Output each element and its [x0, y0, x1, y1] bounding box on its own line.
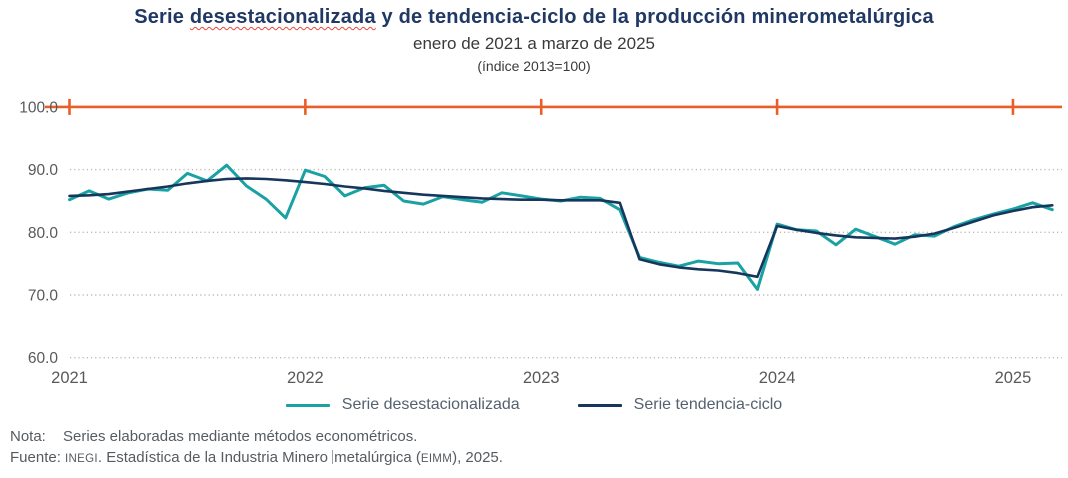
page-title: Serie desestacionalizada y de tendencia-… — [0, 6, 1068, 29]
nota-label: Nota: — [10, 428, 46, 445]
teal-line-swatch — [285, 403, 330, 407]
legend-label: Serie desestacionalizada — [341, 396, 520, 413]
x-axis-label-2021: 2021 — [51, 369, 88, 387]
y-axis-label-60: 60.0 — [28, 350, 59, 367]
nota-row: Nota: Series elaboradas mediante métodos … — [10, 426, 1010, 447]
fuente-text-3: ), 2025. — [452, 449, 503, 466]
chart-subtitle: enero de 2021 a marzo de 2025 — [413, 34, 655, 53]
legend-item-tendencia-ciclo: Serie tendencia-ciclo — [577, 396, 783, 414]
chart-area: 100.0 90.0 80.0 70.0 60.0 2021 2022 2023 2024 202… — [0, 92, 1068, 392]
fuente-text-1: . Estadística de la Industria Minero — [97, 449, 333, 466]
x-axis-label-2025: 2025 — [995, 369, 1032, 387]
series-line-serie-tendencia-ciclo — [68, 177, 1054, 279]
y-axis-label-70: 70.0 — [28, 288, 59, 305]
legend-item-desestacionalizada: Serie desestacionalizada — [285, 396, 520, 414]
line-chart: 100.0 90.0 80.0 70.0 60.0 2021 2022 2023 2024 202… — [19, 98, 1062, 387]
title-text-2: y de tendencia-ciclo de la producción mi… — [375, 6, 934, 28]
fuente-institution: INEGI — [65, 453, 98, 465]
fuente-row: Fuente: INEGI. Estadística de la Industr… — [10, 447, 1010, 470]
series-line-serie-desestacionalizada — [68, 163, 1054, 291]
fuente-label: Fuente: — [10, 449, 61, 466]
y-axis-label-100: 100.0 — [19, 99, 58, 116]
x-axis-label-2022: 2022 — [287, 369, 324, 387]
fuente-abbreviation: EIMM — [420, 453, 453, 465]
text-cursor — [332, 450, 334, 464]
nota-text: Series elaboradas mediante métodos econo… — [63, 428, 418, 445]
chart-legend: Serie desestacionalizada Serie tendencia… — [0, 396, 1068, 414]
fuente-text-2: metalúrgica ( — [334, 449, 421, 466]
y-axis-label-90: 90.0 — [28, 162, 59, 179]
legend-label: Serie tendencia-ciclo — [633, 396, 783, 413]
navy-line-swatch — [577, 403, 622, 407]
y-axis-label-80: 80.0 — [28, 225, 59, 242]
x-axis-label-2023: 2023 — [523, 369, 560, 387]
footnotes: Nota: Series elaboradas mediante métodos … — [10, 426, 1010, 470]
title-misspelled-word: desestacionalizada — [189, 6, 376, 28]
title-text-1: Serie — [134, 6, 190, 28]
index-base-note: (índice 2013=100) — [477, 58, 591, 74]
x-axis-label-2024: 2024 — [759, 369, 796, 387]
